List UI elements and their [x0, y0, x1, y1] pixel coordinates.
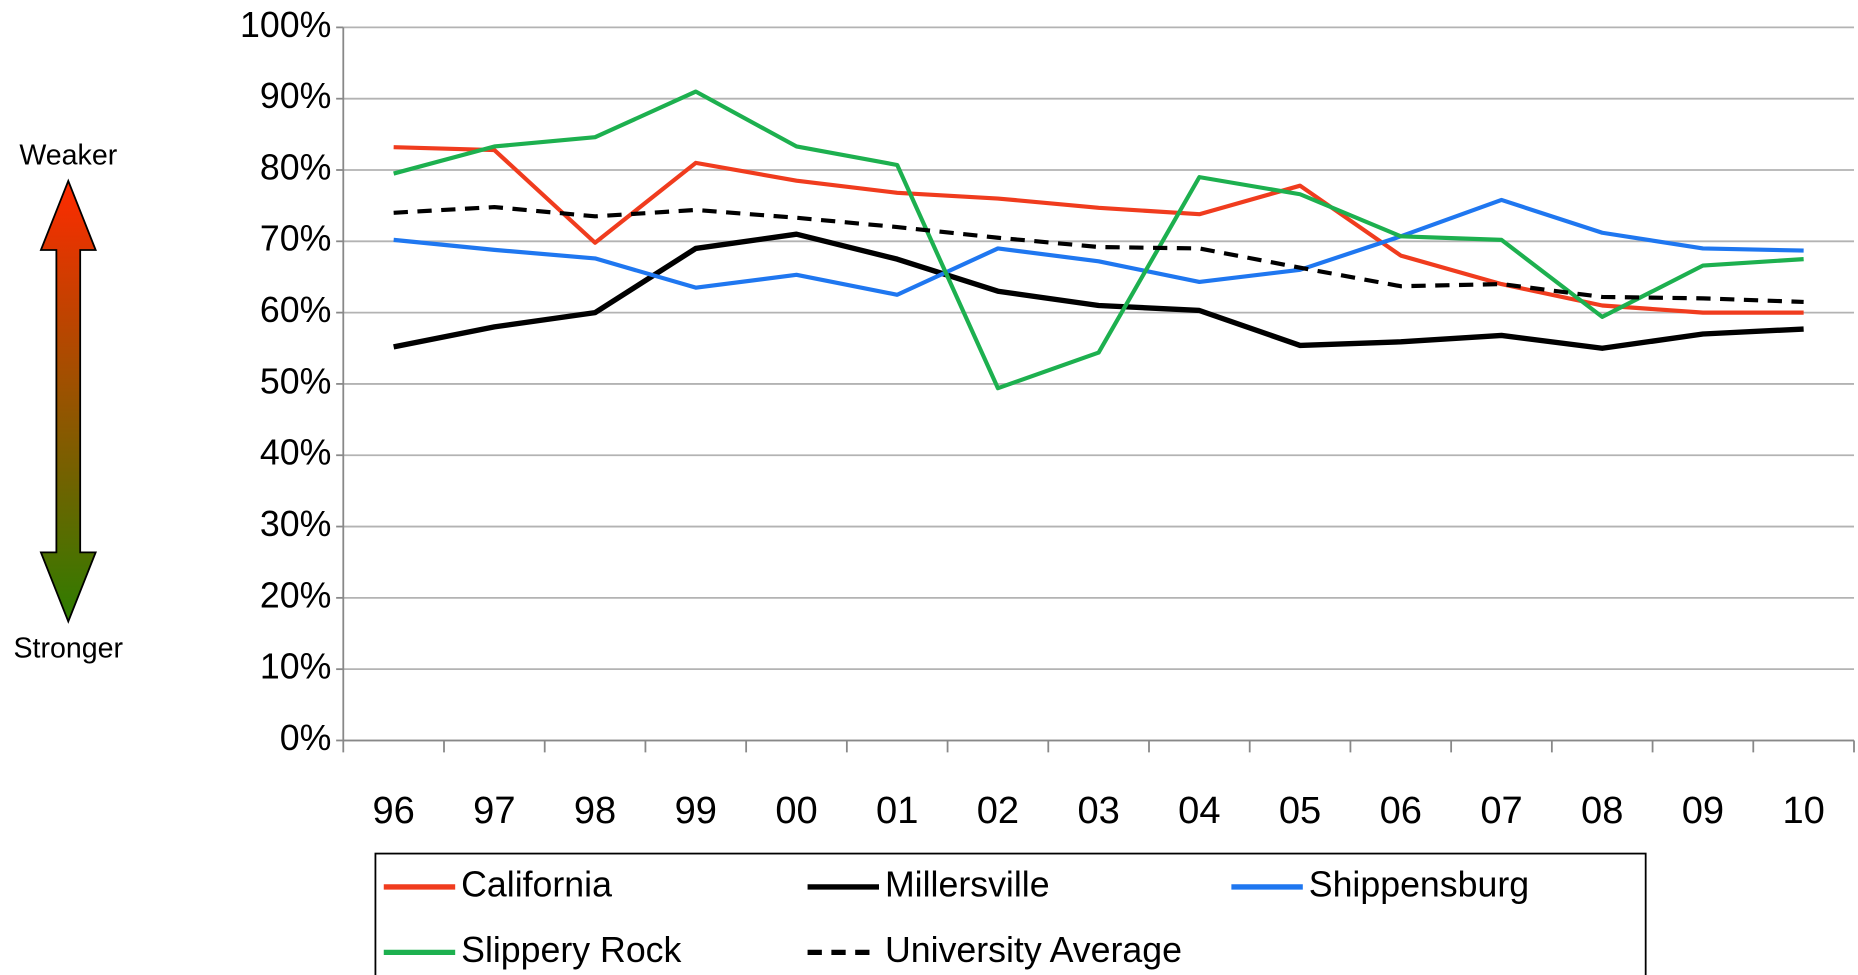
x-tick-label: 96: [372, 790, 414, 832]
series-line: [393, 145, 1804, 315]
x-tick-label: 09: [1682, 790, 1724, 832]
x-tick-label: 97: [473, 790, 515, 832]
x-tick-label: 10: [1782, 790, 1824, 832]
y-tick-label: 10%: [260, 647, 331, 687]
series-line: [393, 89, 1804, 391]
legend-label: Shippensburg: [1309, 864, 1529, 904]
x-tick-label: 08: [1581, 790, 1623, 832]
x-tick-label: 07: [1480, 790, 1522, 832]
y-tick-label: 60%: [260, 290, 331, 330]
y-tick-label: 0%: [280, 718, 332, 758]
legend-label: California: [461, 864, 612, 904]
legend-label: Slippery Rock: [461, 930, 681, 970]
x-tick-label: 98: [574, 790, 616, 832]
y-tick-label: 70%: [260, 219, 331, 259]
y-tick-label: 100%: [240, 5, 331, 45]
series-line: [393, 197, 1804, 297]
y-tick-label: 20%: [260, 575, 331, 615]
series-line: [393, 231, 1804, 351]
legend-label: University Average: [885, 930, 1182, 970]
y-tick-label: 30%: [260, 504, 331, 544]
y-tick-label: 50%: [260, 361, 331, 401]
y-tick-label: 80%: [260, 147, 331, 187]
legend-box: [374, 852, 1647, 975]
x-tick-label: 05: [1279, 790, 1321, 832]
annotation-bottom: Stronger: [14, 633, 124, 665]
x-tick-label: 99: [675, 790, 717, 832]
strength-arrow: [39, 178, 97, 624]
annotation-top: Weaker: [19, 140, 117, 172]
x-tick-label: 06: [1380, 790, 1422, 832]
x-tick-label: 03: [1077, 790, 1119, 832]
x-tick-label: 01: [876, 790, 918, 832]
x-tick-label: 02: [977, 790, 1019, 832]
x-tick-label: 04: [1178, 790, 1220, 832]
legend-label: Millersville: [885, 864, 1050, 904]
x-tick-label: 00: [775, 790, 817, 832]
series-line: [393, 204, 1804, 305]
y-tick-label: 40%: [260, 433, 331, 473]
y-tick-label: 90%: [260, 76, 331, 116]
